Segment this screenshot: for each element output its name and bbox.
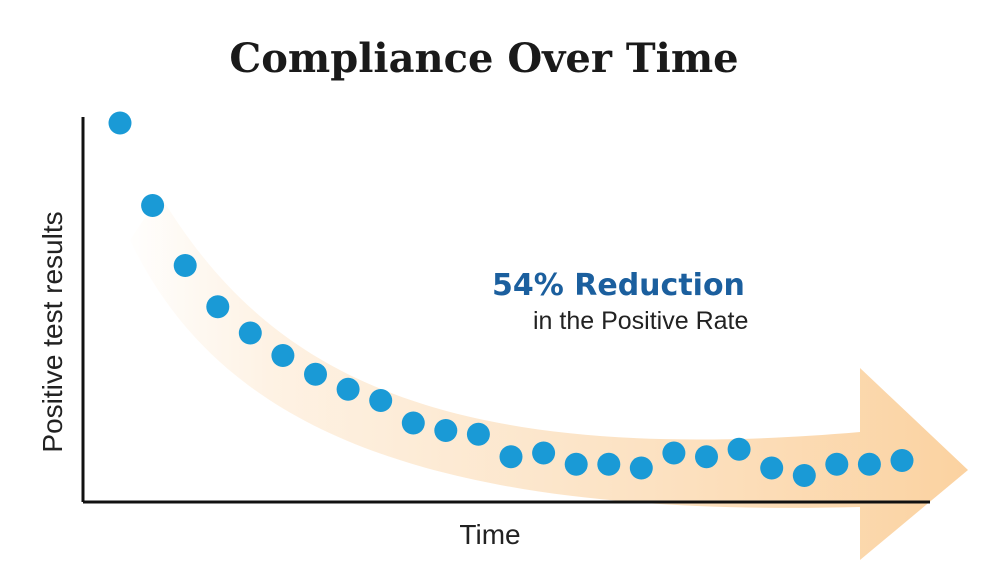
x-axis-label: Time <box>459 519 520 550</box>
data-point <box>141 194 165 217</box>
trend-arrow <box>130 195 968 560</box>
data-point <box>108 111 132 135</box>
annotation-headline: 54% Reduction <box>492 268 745 303</box>
data-point <box>564 452 588 476</box>
data-point <box>629 456 653 480</box>
data-point <box>857 452 881 476</box>
data-point <box>401 411 425 435</box>
annotation-subtext: in the Positive Rate <box>533 307 748 335</box>
data-point <box>825 452 849 476</box>
data-points <box>108 111 914 487</box>
data-point <box>695 445 718 469</box>
data-point <box>336 377 360 401</box>
data-point <box>532 441 556 465</box>
data-point <box>206 295 230 319</box>
y-axis-label: Positive test results <box>37 211 68 452</box>
data-point <box>890 449 914 472</box>
data-point <box>760 456 784 480</box>
data-point <box>792 464 816 487</box>
data-point <box>466 422 490 446</box>
data-point <box>662 441 686 465</box>
data-point <box>238 321 262 345</box>
data-point <box>597 452 621 476</box>
data-point <box>727 437 751 461</box>
data-point <box>304 362 327 386</box>
data-point <box>434 419 458 442</box>
chart-title: Compliance Over Time <box>229 35 738 82</box>
data-point <box>173 254 197 277</box>
data-point <box>271 344 295 367</box>
data-point <box>499 445 523 469</box>
data-point <box>369 389 393 412</box>
